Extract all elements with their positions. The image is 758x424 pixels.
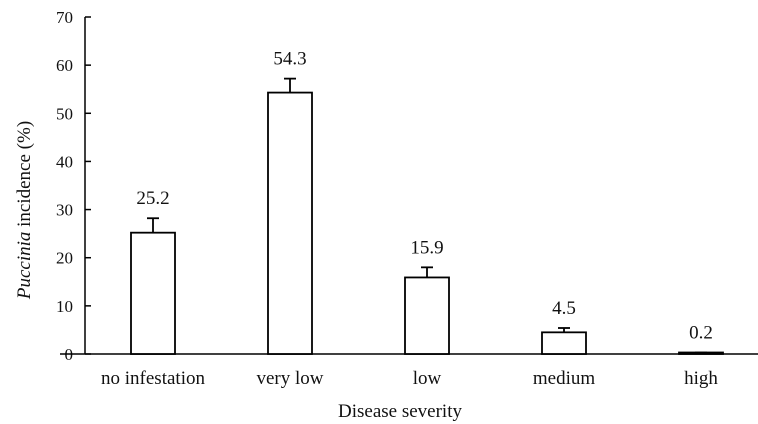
y-tick-label: 10	[56, 297, 73, 316]
bar	[404, 276, 450, 355]
data-label: 0.2	[689, 323, 713, 344]
x-axis-title: Disease severity	[338, 401, 462, 422]
x-tick-label: very low	[256, 368, 323, 389]
y-tick-label: 60	[56, 56, 73, 75]
data-label: 25.2	[136, 188, 169, 209]
y-axis-title: Puccinia incidence (%)	[14, 121, 35, 300]
bars	[130, 77, 724, 355]
x-tick-label: low	[413, 368, 442, 389]
y-tick-label: 50	[56, 104, 73, 123]
data-label: 54.3	[273, 49, 306, 70]
y-tick-label: 40	[56, 152, 73, 171]
x-tick-label: medium	[533, 368, 595, 389]
y-tick-label: 30	[56, 201, 73, 220]
data-label: 15.9	[410, 237, 443, 258]
labels: 25.2 no infestation 54.3 very low 15.9 low 4.5…	[101, 49, 718, 389]
bar	[130, 231, 176, 355]
bar	[267, 91, 313, 355]
y-axis-title-italic: Puccinia	[14, 232, 35, 301]
x-tick-label: no infestation	[101, 368, 205, 389]
y-tick-label: 20	[56, 249, 73, 268]
y-axis: 010203040506070	[56, 8, 91, 364]
bar	[541, 331, 587, 355]
y-axis-title-rest: incidence (%)	[14, 121, 35, 232]
data-label: 4.5	[552, 298, 576, 319]
y-tick-label: 70	[56, 8, 73, 27]
x-tick-label: high	[684, 368, 718, 389]
